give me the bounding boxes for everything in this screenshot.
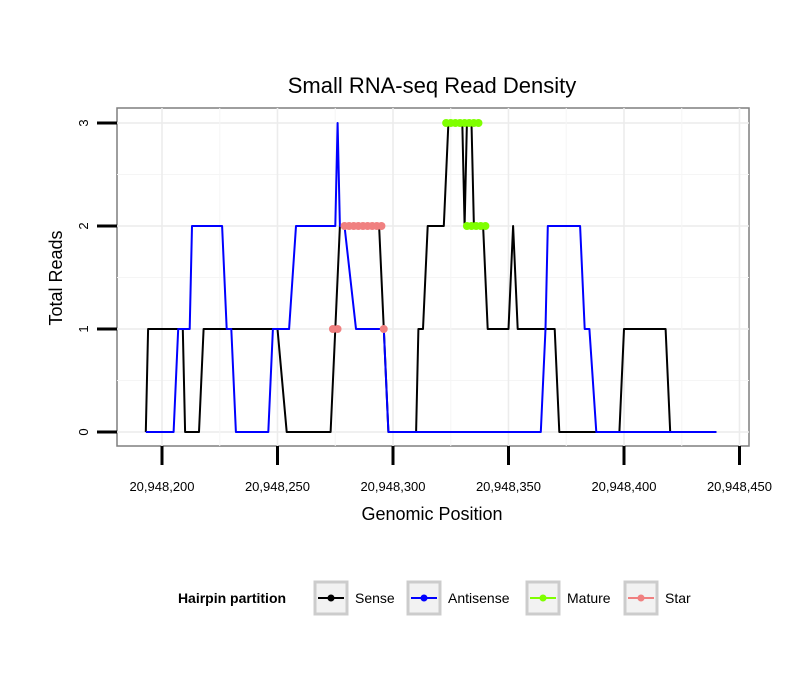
- chart-title: Small RNA-seq Read Density: [288, 73, 577, 98]
- x-tick-label: 20,948,450: [707, 479, 772, 494]
- y-tick-label: 3: [76, 119, 91, 126]
- series-line-antisense: [145, 122, 717, 433]
- legend-key-dot: [637, 594, 645, 602]
- data-point-star: [379, 325, 388, 333]
- data-point-star: [333, 325, 342, 333]
- legend-item-mature: Mature: [525, 580, 611, 616]
- x-tick-label: 20,948,200: [129, 479, 194, 494]
- legend-label: Star: [665, 590, 691, 606]
- y-axis-label: Total Reads: [46, 230, 66, 325]
- data-point-star: [377, 222, 386, 230]
- series-line-sense: [144, 122, 717, 433]
- x-axis: 20,948,200 20,948,250 20,948,300 20,948,350…: [129, 446, 772, 494]
- y-tick-label: 1: [76, 325, 91, 332]
- legend-label: Mature: [567, 590, 611, 606]
- x-tick-label: 20,948,250: [245, 479, 310, 494]
- legend-title: Hairpin partition: [178, 590, 286, 606]
- legend: Hairpin partition Sense Antisense Mature St…: [178, 580, 691, 616]
- legend-key-dot: [539, 594, 547, 602]
- x-tick-label: 20,948,400: [591, 479, 656, 494]
- legend-key-dot: [327, 594, 335, 602]
- plot-area: [116, 107, 750, 447]
- y-axis: 0 1 2 3: [76, 119, 117, 436]
- y-tick-label: 2: [76, 222, 91, 229]
- y-tick-label: 0: [76, 428, 91, 435]
- series-points: [328, 119, 490, 333]
- legend-label: Antisense: [448, 590, 510, 606]
- legend-key-dot: [420, 594, 428, 602]
- x-tick-label: 20,948,350: [476, 479, 541, 494]
- legend-item-sense: Sense: [313, 580, 395, 616]
- data-point-mature: [474, 119, 483, 127]
- legend-item-star: Star: [623, 580, 691, 616]
- x-axis-label: Genomic Position: [361, 504, 502, 524]
- data-point-mature: [481, 222, 490, 230]
- legend-item-antisense: Antisense: [406, 580, 510, 616]
- legend-label: Sense: [355, 590, 395, 606]
- x-tick-label: 20,948,300: [360, 479, 425, 494]
- series-lines: [144, 122, 717, 433]
